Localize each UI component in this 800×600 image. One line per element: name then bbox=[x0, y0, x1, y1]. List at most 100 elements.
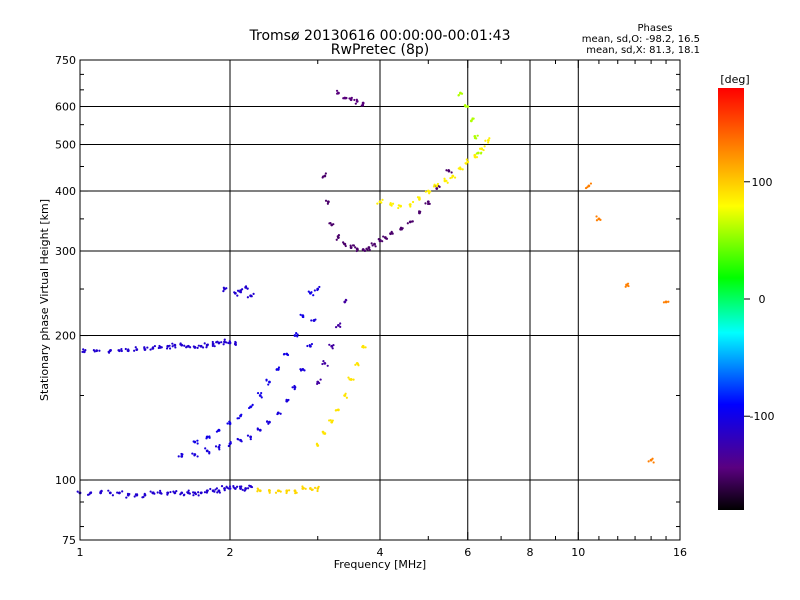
data-point bbox=[185, 346, 188, 349]
data-point bbox=[317, 485, 320, 488]
data-point bbox=[179, 342, 182, 345]
data-point bbox=[206, 489, 209, 492]
colorbar-ticks: 100 0 -100 bbox=[744, 176, 774, 423]
data-point bbox=[187, 489, 190, 492]
data-point bbox=[474, 156, 477, 159]
data-point bbox=[218, 448, 221, 451]
data-point bbox=[205, 346, 208, 349]
data-point bbox=[100, 490, 103, 493]
data-point bbox=[483, 145, 486, 148]
colorbar bbox=[718, 88, 744, 510]
data-point bbox=[186, 491, 189, 494]
data-point bbox=[465, 162, 468, 165]
data-point bbox=[351, 244, 355, 247]
data-point bbox=[348, 378, 351, 381]
data-point bbox=[225, 341, 228, 344]
data-point bbox=[166, 493, 169, 496]
data-point bbox=[337, 233, 341, 237]
data-point bbox=[143, 492, 146, 495]
data-point bbox=[311, 488, 314, 491]
data-point bbox=[183, 493, 186, 496]
data-point bbox=[308, 344, 311, 347]
data-point bbox=[200, 491, 203, 494]
data-point bbox=[361, 104, 365, 107]
data-point bbox=[239, 291, 243, 294]
data-point bbox=[279, 490, 282, 493]
data-point bbox=[84, 349, 87, 352]
data-point bbox=[336, 323, 340, 327]
data-point bbox=[256, 490, 259, 493]
data-point bbox=[268, 380, 271, 384]
data-point bbox=[335, 89, 339, 92]
data-point bbox=[390, 204, 393, 207]
data-point bbox=[381, 198, 384, 201]
data-point bbox=[208, 451, 211, 454]
data-point bbox=[197, 344, 200, 347]
data-point bbox=[165, 347, 169, 350]
phase-stats-o: mean, sd,O: -98.2, 16.5 bbox=[582, 34, 700, 45]
data-point bbox=[166, 491, 169, 495]
data-point bbox=[313, 486, 317, 489]
data-point bbox=[250, 405, 253, 408]
data-point bbox=[652, 461, 655, 464]
y-tick-label: 500 bbox=[55, 139, 76, 152]
data-point bbox=[471, 118, 474, 121]
data-point bbox=[215, 341, 218, 344]
data-point bbox=[331, 347, 334, 350]
data-point bbox=[324, 199, 328, 202]
data-point bbox=[89, 491, 93, 494]
data-point bbox=[368, 248, 371, 252]
data-point bbox=[302, 315, 305, 319]
data-point bbox=[246, 287, 249, 290]
data-point bbox=[334, 325, 338, 329]
data-point bbox=[337, 91, 340, 95]
data-point bbox=[400, 228, 403, 231]
data-point bbox=[217, 489, 221, 493]
data-point bbox=[385, 237, 389, 240]
data-point bbox=[239, 487, 242, 490]
data-point bbox=[344, 244, 347, 248]
data-point bbox=[357, 364, 360, 367]
data-point bbox=[248, 484, 251, 487]
data-point bbox=[120, 349, 123, 353]
data-point bbox=[133, 349, 136, 352]
data-point bbox=[240, 440, 243, 443]
data-point bbox=[93, 350, 96, 353]
data-point bbox=[211, 342, 215, 346]
data-point bbox=[435, 187, 439, 190]
data-point bbox=[293, 384, 296, 388]
data-point bbox=[265, 420, 269, 423]
data-point bbox=[479, 152, 483, 155]
data-point bbox=[193, 454, 196, 457]
data-point bbox=[216, 429, 220, 432]
data-point bbox=[135, 348, 138, 351]
data-point bbox=[229, 440, 232, 444]
data-point bbox=[301, 485, 304, 488]
y-tick-label: 600 bbox=[55, 101, 76, 114]
data-point bbox=[183, 344, 186, 347]
data-point bbox=[463, 104, 466, 107]
data-point bbox=[172, 490, 175, 493]
data-point bbox=[445, 169, 448, 172]
data-point bbox=[168, 347, 172, 350]
data-point bbox=[120, 347, 123, 351]
data-point bbox=[334, 409, 337, 412]
data-point bbox=[339, 325, 342, 328]
data-point bbox=[370, 242, 373, 245]
data-point bbox=[133, 495, 136, 498]
data-point bbox=[322, 432, 325, 435]
data-point bbox=[371, 244, 374, 247]
data-point bbox=[476, 134, 479, 137]
data-point bbox=[484, 139, 487, 142]
data-point bbox=[274, 491, 278, 494]
data-point bbox=[191, 452, 194, 455]
data-point bbox=[203, 491, 207, 494]
data-point bbox=[237, 438, 240, 441]
data-point bbox=[222, 343, 225, 346]
data-point bbox=[277, 366, 281, 369]
data-point bbox=[246, 434, 250, 437]
phase-stats-title: Phases bbox=[637, 23, 672, 34]
colorbar-tick-label: -100 bbox=[750, 410, 775, 423]
data-point bbox=[488, 137, 491, 140]
data-point bbox=[211, 344, 214, 347]
